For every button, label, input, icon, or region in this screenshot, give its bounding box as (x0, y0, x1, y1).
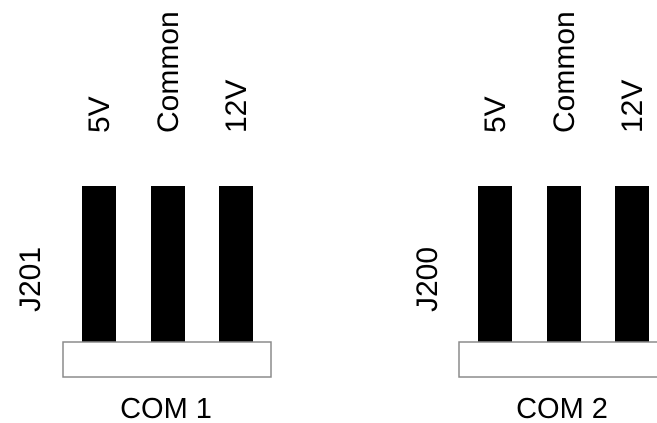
com-port-label: COM 1 (120, 393, 212, 423)
pin-common (151, 186, 185, 343)
com-port-label: COM 2 (516, 393, 608, 423)
pin-label-12v: 12V (220, 80, 253, 133)
pin-12v (615, 186, 649, 343)
pin-12v (219, 186, 253, 343)
pin-5v (82, 186, 116, 343)
pin-label-common: Common (152, 11, 185, 133)
pin-common (547, 186, 581, 343)
pin-5v (478, 186, 512, 343)
pin-label-common: Common (548, 11, 581, 133)
pin-label-5v: 5V (479, 96, 512, 133)
connector-com1: 5V Common 12V J201 COM 1 (14, 11, 272, 423)
connector-base (62, 341, 272, 378)
connector-ref-label: J201 (14, 247, 47, 312)
connector-com2: 5V Common 12V J200 COM 2 (411, 11, 657, 423)
pin-label-5v: 5V (83, 96, 116, 133)
connector-ref-label: J200 (411, 247, 444, 312)
pin-label-12v: 12V (616, 80, 649, 133)
connector-base (458, 341, 657, 378)
